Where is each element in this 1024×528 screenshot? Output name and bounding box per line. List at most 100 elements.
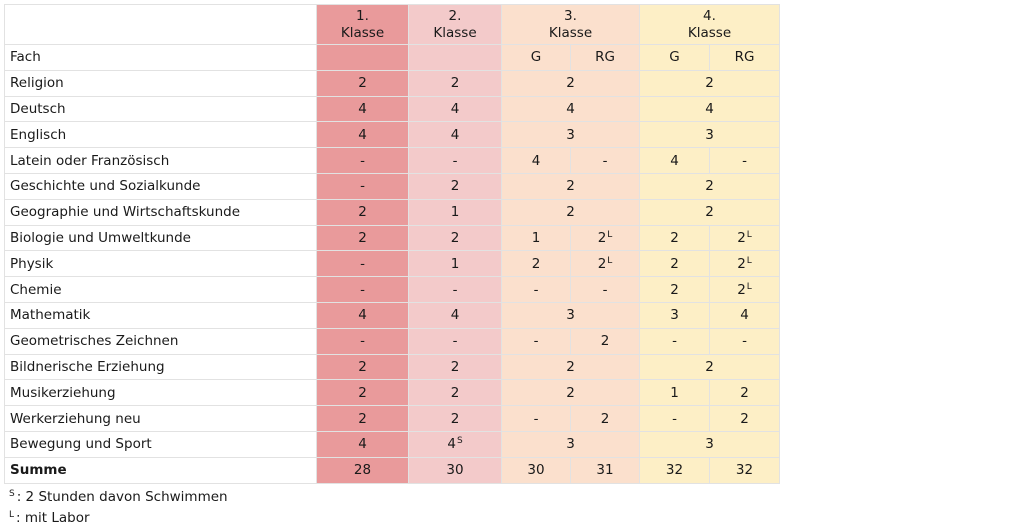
cell-k1: 4 <box>316 121 409 149</box>
cell-k4: 2 <box>639 353 780 381</box>
cell-k4: 2 <box>639 69 780 97</box>
cell-k3rg: 31 <box>570 456 640 484</box>
legend-labor: L: mit Labor <box>9 510 90 526</box>
footnote-mark: L <box>607 255 613 266</box>
cell-k4rg: 2L <box>709 276 780 303</box>
cell-k1: 28 <box>316 456 409 484</box>
subject-name: Musikerziehung <box>4 379 317 407</box>
subject-name: Werkerziehung neu <box>4 405 317 432</box>
cell-k2: 2 <box>408 172 502 200</box>
cell-k3: 2 <box>501 353 640 381</box>
legend-text: : 2 Stunden davon Schwimmen <box>16 489 228 505</box>
subject-row: Mathematik 4 4 3 3 4 <box>4 301 780 329</box>
cell-k1: 2 <box>316 353 409 381</box>
cell-k1: 4 <box>316 430 409 458</box>
subheader-k4-g: G <box>639 44 710 71</box>
cell-k3: 4 <box>501 95 640 123</box>
cell-k3g: 4 <box>501 147 571 174</box>
subheader-row: Fach G RG G RG <box>4 44 780 71</box>
subject-name: Geschichte und Sozialkunde <box>4 172 317 200</box>
header-klasse-3: 3. Klasse <box>501 4 640 45</box>
subject-row: Geographie und Wirtschaftskunde 2 1 2 2 <box>4 198 780 226</box>
cell-k3rg: - <box>570 147 640 174</box>
cell-k3rg: 2 <box>570 327 640 355</box>
cell-k3rg: 2L <box>570 250 640 278</box>
cell-k3g: - <box>501 405 571 432</box>
cell-k4rg: 32 <box>709 456 780 484</box>
cell-k2: 4 <box>408 95 502 123</box>
cell-k4g: 1 <box>639 379 710 407</box>
cell-k4: 3 <box>639 430 780 458</box>
cell-k1: 4 <box>316 95 409 123</box>
cell-k4: 4 <box>639 95 780 123</box>
cell-k3g: - <box>501 276 571 303</box>
cell-k3rg: 2 <box>570 405 640 432</box>
footnote-mark: L <box>746 229 752 240</box>
cell-k1: 2 <box>316 379 409 407</box>
subheader-k3-rg: RG <box>570 44 640 71</box>
timetable: 1. Klasse 2. Klasse 3. Klasse 4. Klasse Fach… <box>4 4 780 484</box>
cell-k1: 2 <box>316 405 409 432</box>
fach-label: Fach <box>4 44 317 71</box>
legend-mark: S <box>9 489 15 499</box>
cell-k4g: 3 <box>639 301 710 329</box>
cell-k3rg: - <box>570 276 640 303</box>
subject-row: Biologie und Umweltkunde 2 2 1 2L 2 2L <box>4 224 780 252</box>
legend-schwimmen: S: 2 Stunden davon Schwimmen <box>9 489 228 505</box>
subject-row: Geschichte und Sozialkunde -2 2 2 <box>4 172 780 200</box>
cell-k4g: 4 <box>639 147 710 174</box>
cell-k4rg: - <box>709 327 780 355</box>
cell-k1: - <box>316 327 409 355</box>
total-row: Summe 28 30 30 31 32 32 <box>4 456 780 484</box>
cell-k4: 2 <box>639 198 780 226</box>
subject-row: Chemie - - - -2 2L <box>4 276 780 303</box>
cell-k2: - <box>408 327 502 355</box>
subject-name: Deutsch <box>4 95 317 123</box>
cell-k4g: 32 <box>639 456 710 484</box>
cell-k3: 2 <box>501 198 640 226</box>
subject-name: Religion <box>4 69 317 97</box>
subject-row: Religion 2 2 2 2 <box>4 69 780 97</box>
cell-k4g: - <box>639 327 710 355</box>
footnote-mark: L <box>607 229 613 240</box>
subject-name: Geometrisches Zeichnen <box>4 327 317 355</box>
subject-name: Chemie <box>4 276 317 303</box>
subject-name: Geographie und Wirtschaftskunde <box>4 198 317 226</box>
footnote-mark: L <box>746 281 752 292</box>
subject-name: Bildnerische Erziehung <box>4 353 317 381</box>
cell-k1: - <box>316 147 409 174</box>
subject-name: Englisch <box>4 121 317 149</box>
cell-k1: - <box>316 276 409 303</box>
cell-k2: 2 <box>408 353 502 381</box>
cell-k3g: - <box>501 327 571 355</box>
cell-k1: 2 <box>316 198 409 226</box>
subject-row: Deutsch 4 4 4 4 <box>4 95 780 123</box>
cell-k3: 2 <box>501 69 640 97</box>
subject-row: Bildnerische Erziehung 2 2 2 2 <box>4 353 780 381</box>
cell-k3g: 2 <box>501 250 571 278</box>
subject-name: Physik <box>4 250 317 278</box>
subject-row: Werkerziehung neu 2 2-2-2 <box>4 405 780 432</box>
subheader-klasse-2 <box>408 44 502 71</box>
subject-name: Bewegung und Sport <box>4 430 317 458</box>
total-label: Summe <box>4 456 317 484</box>
cell-k4: 2 <box>639 172 780 200</box>
cell-k2: - <box>408 147 502 174</box>
subject-row: Bewegung und Sport 4 4S 3 3 <box>4 430 780 458</box>
subject-name: Mathematik <box>4 301 317 329</box>
legend-text: : mit Labor <box>16 510 90 526</box>
cell-k4rg: - <box>709 147 780 174</box>
cell-k2: - <box>408 276 502 303</box>
header-corner <box>4 4 317 45</box>
cell-k3: 3 <box>501 121 640 149</box>
cell-k2: 1 <box>408 198 502 226</box>
header-klasse-4: 4. Klasse <box>639 4 780 45</box>
footnote-mark: L <box>746 255 752 266</box>
cell-k3rg: 2L <box>570 224 640 252</box>
header-klasse-2: 2. Klasse <box>408 4 502 45</box>
cell-k4rg: 2L <box>709 224 780 252</box>
cell-k4g: 2 <box>639 276 710 303</box>
cell-k1: - <box>316 172 409 200</box>
cell-k2: 4 <box>408 301 502 329</box>
cell-k3g: 30 <box>501 456 571 484</box>
